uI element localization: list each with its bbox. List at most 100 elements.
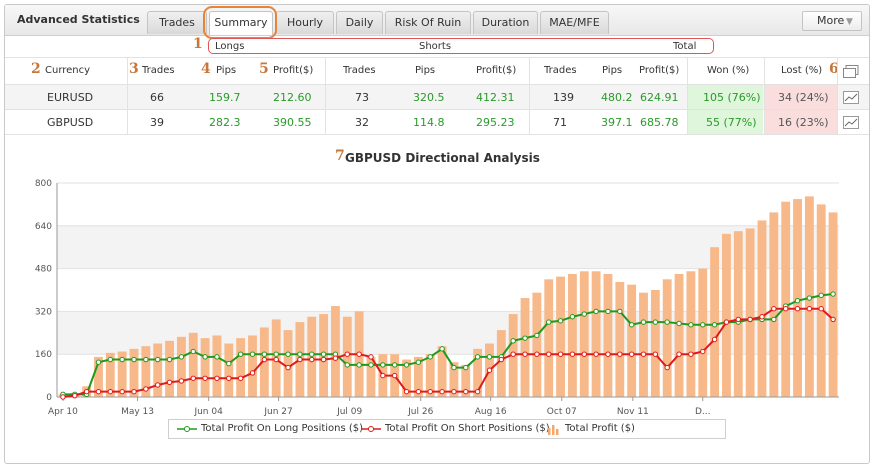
- grid-band: [57, 311, 839, 355]
- bar: [413, 356, 423, 397]
- long-line-point: [237, 351, 244, 357]
- tab-mae-mfe[interactable]: MAE/MFE: [540, 11, 609, 34]
- long-line-point: [581, 311, 587, 317]
- bar: [176, 336, 186, 397]
- long-line-point: [285, 351, 291, 357]
- export-icon[interactable]: [843, 65, 859, 78]
- long-line-point: [771, 316, 777, 323]
- annotation-5: 5: [259, 61, 269, 77]
- cell-currency: GBPUSD: [47, 116, 94, 129]
- short-line-point: [320, 356, 327, 363]
- long-line-point: [119, 356, 125, 363]
- short-line-point: [486, 367, 493, 373]
- cell-short-profit: 412.31: [476, 91, 515, 104]
- cell-long-trades: 39: [150, 116, 164, 129]
- long-line-point: [640, 319, 647, 325]
- bar: [674, 273, 684, 397]
- bar: [722, 233, 731, 397]
- tab-hourly[interactable]: Hourly: [276, 11, 334, 34]
- short-line-point: [285, 364, 291, 371]
- bar: [769, 212, 779, 397]
- legend-bar-icon: [548, 425, 559, 435]
- annotation-7: 7: [335, 148, 345, 164]
- tab-duration[interactable]: Duration: [473, 11, 538, 34]
- x-tick-label: Jul 09: [336, 407, 362, 417]
- short-line-point: [344, 351, 350, 357]
- long-line-point: [593, 308, 599, 315]
- cell-total-pips: 397.1: [601, 116, 633, 129]
- cell-currency: EURUSD: [47, 91, 94, 104]
- divider: [5, 57, 869, 58]
- bar: [567, 273, 577, 397]
- long-line-point: [155, 356, 161, 363]
- short-line-point: [617, 351, 623, 357]
- cell-short-pips: 114.8: [413, 116, 445, 129]
- divider: [764, 58, 765, 134]
- header-short-pips: Pips: [415, 65, 436, 76]
- bar: [283, 330, 293, 397]
- short-line-point: [249, 370, 256, 376]
- short-line-point: [628, 351, 635, 357]
- tab-risk-of-ruin[interactable]: Risk Of Ruin: [385, 11, 471, 34]
- cell-long-pips: 159.7: [209, 91, 241, 104]
- chevron-down-icon: ▼: [846, 17, 853, 27]
- long-line-point: [427, 354, 433, 360]
- long-line-point: [178, 354, 185, 360]
- short-line-point: [546, 351, 552, 357]
- cell-lost: 34 (24%): [778, 91, 829, 104]
- advanced-statistics-panel: Advanced Statistics Trades Summary Hourl…: [4, 4, 870, 464]
- header-won: Won (%): [707, 65, 750, 76]
- legend-short-label[interactable]: Total Profit On Short Positions ($): [385, 423, 550, 434]
- bar: [200, 338, 210, 397]
- short-line-point: [510, 351, 516, 357]
- won-cell-bg: [688, 110, 763, 135]
- cell-total-profit: 624.91: [640, 91, 679, 104]
- short-line-point: [403, 388, 410, 395]
- tab-daily[interactable]: Daily: [336, 11, 383, 34]
- long-line-point: [830, 291, 836, 297]
- bar: [698, 268, 708, 397]
- long-line-point: [818, 292, 824, 299]
- short-line-point: [226, 375, 232, 381]
- short-line-point: [297, 356, 303, 363]
- bar: [449, 362, 459, 397]
- divider: [5, 134, 869, 135]
- y-tick-label: 640: [35, 222, 52, 232]
- group-shorts: Shorts: [419, 41, 452, 52]
- row-chart-icon[interactable]: [843, 91, 859, 107]
- bar: [816, 204, 826, 397]
- x-tick-label: Apr 10: [48, 407, 78, 417]
- long-line-point: [249, 351, 256, 357]
- bar: [212, 335, 222, 397]
- header-total-trades: Trades: [544, 65, 577, 76]
- row-chart-icon[interactable]: [843, 116, 859, 132]
- y-tick-label: 800: [35, 179, 52, 189]
- legend-long-label[interactable]: Total Profit On Long Positions ($): [201, 423, 364, 434]
- x-tick-label: May 13: [121, 407, 154, 417]
- short-line-point: [83, 388, 90, 395]
- tab-trades[interactable]: Trades: [147, 11, 207, 34]
- more-button[interactable]: More ▼: [802, 11, 862, 31]
- header-short-trades: Trades: [343, 65, 376, 76]
- tab-summary[interactable]: Summary: [209, 11, 273, 35]
- cell-lost: 16 (23%): [778, 116, 829, 129]
- short-line-point: [652, 351, 659, 357]
- lost-cell-bg: [765, 110, 837, 135]
- y-tick-label: 480: [35, 265, 52, 275]
- annotation-3: 3: [129, 61, 139, 77]
- long-line-point: [309, 351, 315, 357]
- short-line-point: [782, 306, 789, 312]
- legend-total-label[interactable]: Total Profit ($): [565, 423, 635, 434]
- short-line-point: [451, 388, 457, 395]
- cell-won: 105 (76%): [703, 91, 761, 104]
- long-line-point: [605, 308, 611, 315]
- long-line-point: [522, 335, 528, 341]
- long-line-point: [439, 346, 445, 352]
- bar: [473, 348, 483, 397]
- short-line-point: [309, 356, 315, 363]
- long-line-point: [391, 362, 398, 368]
- header-long-pips: Pips: [216, 65, 237, 76]
- short-line-point: [569, 351, 576, 357]
- divider: [529, 58, 530, 134]
- bar: [603, 273, 613, 397]
